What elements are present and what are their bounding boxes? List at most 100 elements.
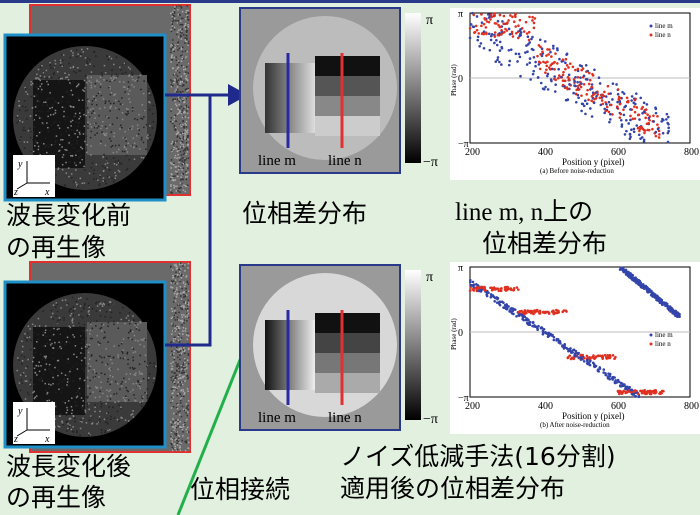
speckle [185,41,187,43]
speckle [186,75,188,77]
dot [526,63,529,66]
speckle [132,389,134,391]
speckle [134,118,136,120]
dot [658,299,661,302]
speckle [80,54,82,56]
speckle [72,297,74,299]
dot [568,83,571,86]
speckle [180,124,182,126]
speckle [67,381,69,383]
speckle [178,62,180,64]
speckle [99,416,101,418]
speckle [148,377,150,379]
speckle [117,356,119,358]
dot [485,26,488,29]
speckle [171,149,173,151]
speckle [144,110,146,112]
speckle [41,91,43,93]
caption: 位相接続 [190,475,290,504]
speckle [177,431,179,433]
speckle [187,130,189,132]
speckle [53,334,55,336]
speckle [95,83,97,85]
speckle [178,368,180,370]
speckle [109,367,111,369]
dot [496,44,499,47]
dot [486,291,489,294]
speckle [188,335,190,337]
speckle [181,321,183,323]
speckle [188,377,190,379]
speckle [26,340,28,342]
speckle [183,376,185,378]
speckle [64,149,66,151]
speckle [175,56,177,58]
speckle [38,88,40,90]
speckle [117,160,119,162]
speckle [52,313,54,315]
speckle [108,304,110,306]
speckle [132,315,134,317]
speckle [180,450,182,452]
speckle [99,355,101,357]
speckle [71,144,73,146]
speckle [25,380,27,382]
speckle [64,343,66,345]
speckle [33,134,35,136]
dot [529,57,532,60]
speckle [119,128,121,130]
speckle [140,74,142,76]
speckle [175,155,177,157]
speckle [119,171,121,173]
speckle [65,119,67,121]
dot [599,82,602,85]
speckle [170,438,172,440]
speckle [76,56,78,58]
speckle [186,39,188,41]
dot [557,68,560,71]
speckle [36,95,38,97]
dot [534,17,537,20]
speckle [112,376,114,378]
speckle [119,420,121,422]
speckle [33,85,35,87]
dot [598,76,601,79]
speckle [172,310,174,312]
dot [606,106,609,109]
dot [638,133,641,136]
speckle [113,64,115,66]
dot [622,108,625,111]
speckle [179,348,181,350]
speckle [180,390,182,392]
speckle [183,34,185,36]
speckle [95,99,97,101]
speckle [72,120,74,122]
speckle [127,113,129,115]
speckle [178,386,180,388]
dot [527,323,530,326]
speckle [126,373,128,375]
speckle [173,143,175,145]
speckle [109,124,111,126]
speckle [31,96,32,98]
dot [647,122,650,125]
dot [545,54,548,57]
speckle [78,322,80,324]
speckle [26,118,28,120]
speckle [144,392,146,394]
speckle [59,346,61,348]
speckle [185,163,187,165]
speckle [172,387,174,389]
speckle [179,447,181,449]
speckle [185,373,187,375]
speckle [92,110,94,112]
dot [499,49,502,52]
speckle [177,190,179,192]
dot [532,73,535,76]
speckle [171,159,173,161]
speckle [185,12,187,14]
speckle [39,100,41,102]
speckle [186,364,188,366]
speckle [186,179,188,181]
dot [533,56,536,59]
